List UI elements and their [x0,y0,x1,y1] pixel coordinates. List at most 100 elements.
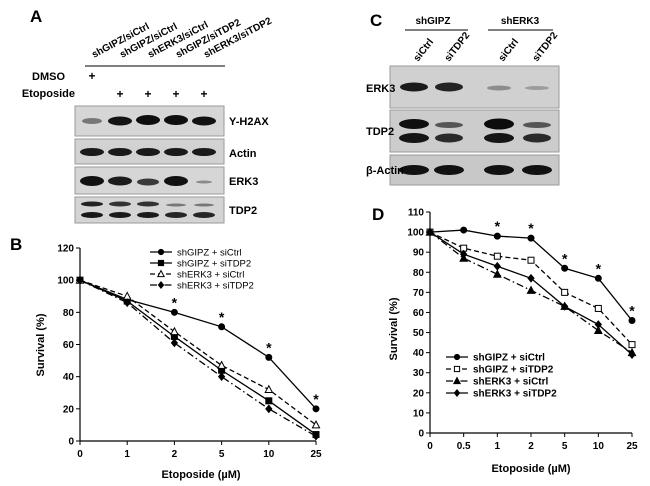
x-tick-label: 2 [528,441,534,452]
significance-star: * [172,294,178,310]
x-tick-label: 2 [172,449,178,460]
panel-a: A shGIPZ/siCtrl shGIPZ/siCtrl shERK3/siC… [22,7,274,224]
blot-c-bactin [389,154,560,186]
y-tick-label: 0 [68,437,74,448]
data-point [265,397,273,405]
data-point [265,353,273,361]
y-tick-label: 90 [413,248,425,259]
treatment-mark: + [116,87,123,101]
x-tick-label: 1 [495,441,501,452]
y-tick-label: 80 [413,268,425,279]
group-label: shERK3 [501,16,540,27]
treatment-label-etoposide: Etoposide [22,88,75,100]
data-point [527,273,535,283]
significance-star: * [528,220,534,236]
y-tick-label: 20 [63,404,75,415]
y-tick-label: 10 [413,408,425,419]
data-point [594,320,602,329]
y-tick-label: 0 [418,429,424,440]
data-point [493,261,501,271]
blot-c-erk3 [389,65,560,109]
data-point [593,325,603,335]
data-point [312,431,320,441]
data-point [527,256,535,264]
data-point [76,275,84,285]
treatment-mark: + [200,87,207,101]
significance-star: * [562,250,568,266]
x-tick-label: 0 [427,441,433,452]
x-tick-label: 10 [593,441,605,452]
panel-c: C shGIPZ shERK3 siCtrl siTDP2 siCtrl siT… [366,11,561,186]
data-point [157,259,165,267]
y-axis-label: Survival (%) [35,313,47,376]
data-point [453,365,461,373]
y-tick-label: 40 [413,348,425,359]
y-tick-label: 20 [413,388,425,399]
data-point [156,269,166,278]
lane-label: siCtrl [497,37,522,64]
data-point [561,302,569,311]
data-point [594,304,602,312]
series-line [79,279,317,426]
treatment-mark: + [144,87,151,101]
x-tick-label: 1 [124,449,130,460]
treatment-label-dmso: DMSO [32,71,65,83]
y-tick-label: 30 [413,368,425,379]
legend-label: shGIPZ + siTDP2 [473,365,554,376]
x-axis-label: Etoposide (µM) [491,463,570,475]
data-point [311,420,321,429]
data-point [426,227,434,237]
data-point [452,376,462,385]
y-tick-label: 100 [57,276,74,287]
significance-star: * [219,309,225,325]
blot-label: TDP2 [366,126,394,138]
group-label: shGIPZ [415,16,450,27]
treatment-mark: + [88,69,95,83]
blot-c-tdp2 [389,109,560,153]
data-point [460,249,468,259]
data-point [218,323,226,331]
data-point [157,281,165,289]
data-point [594,274,602,282]
legend-label: shERK3 + siCtrl [177,270,244,281]
lane-label: siTDP2 [443,30,473,64]
y-tick-label: 40 [63,372,75,383]
data-point [264,384,274,394]
data-point [157,248,165,256]
blot-yh2ax [74,105,225,137]
data-point [123,298,131,308]
significance-star: * [266,339,272,355]
data-point [628,350,636,360]
legend-label: shGIPZ + siCtrl [177,248,242,259]
series-line [79,279,317,436]
significance-star: * [596,260,602,276]
data-point [170,308,178,316]
data-point [628,341,636,349]
x-tick-label: 5 [219,449,225,460]
x-tick-label: 25 [310,449,322,460]
blot-actin [74,138,225,165]
data-point [492,269,502,278]
blot-erk3 [74,166,225,195]
significance-star: * [313,391,319,407]
panel-b-letter: B [10,235,22,254]
data-point [460,226,468,234]
legend-label: shERK3 + siTDP2 [177,281,254,292]
y-tick-label: 110 [408,208,425,219]
x-axis-label: Etoposide (µM) [161,469,240,481]
data-point [453,353,461,361]
data-point [628,316,636,324]
data-point [265,404,273,414]
data-point [217,360,227,369]
x-tick-label: 5 [562,441,568,452]
data-point [169,326,179,336]
legend-label: shERK3 + siTDP2 [473,389,557,400]
y-axis-label: Survival (%) [388,297,400,360]
data-point [526,285,536,294]
lane-label: siCtrl [412,37,437,64]
blot-label: β-Actin [366,165,404,177]
panel-a-letter: A [30,7,42,26]
series-line [79,279,317,437]
significance-star: * [629,302,635,318]
series-line [79,279,317,410]
